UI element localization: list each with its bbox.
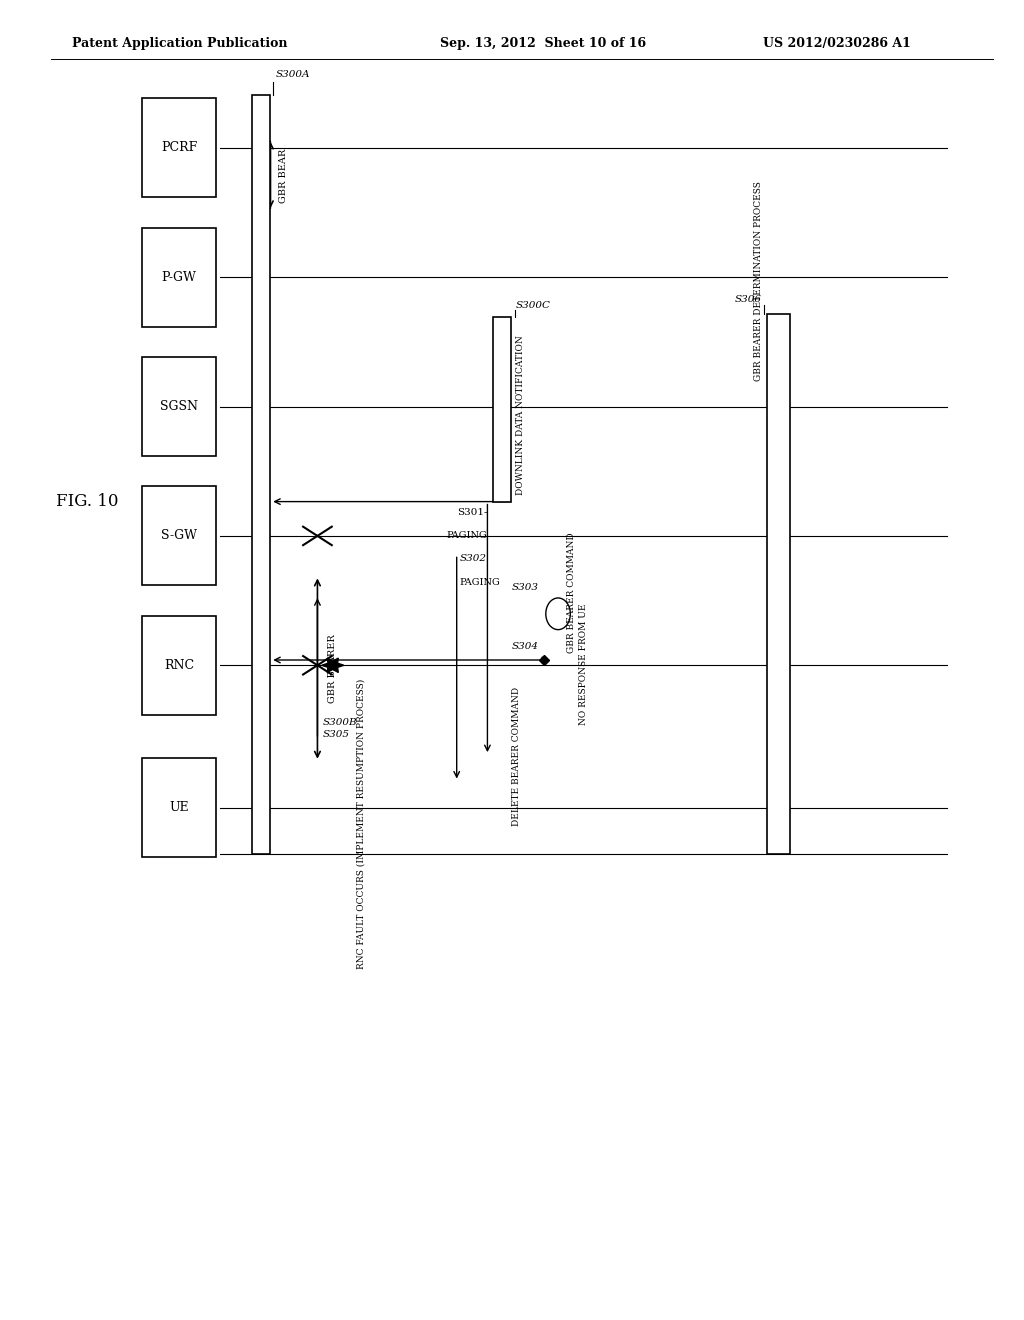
Text: GBR BEARER RELEASE PROCEDURE: GBR BEARER RELEASE PROCEDURE	[774, 496, 782, 672]
Text: S-GW: S-GW	[161, 529, 198, 543]
FancyBboxPatch shape	[142, 615, 216, 715]
Text: P-GW: P-GW	[162, 271, 197, 284]
FancyBboxPatch shape	[142, 358, 216, 457]
Text: S300B: S300B	[323, 718, 357, 727]
FancyBboxPatch shape	[493, 317, 511, 502]
Text: Patent Application Publication: Patent Application Publication	[72, 37, 287, 50]
Text: GBR BEARER: GBR BEARER	[328, 634, 337, 704]
Text: S306: S306	[735, 294, 762, 304]
Text: GBR BEARER DETERMINATION PROCESS: GBR BEARER DETERMINATION PROCESS	[755, 181, 763, 381]
FancyBboxPatch shape	[142, 227, 216, 326]
Text: FIG. 10: FIG. 10	[56, 494, 119, 510]
Text: GBR BEAR SETTING PROCESS: GBR BEAR SETTING PROCESS	[257, 396, 265, 553]
Text: SGSN: SGSN	[160, 400, 199, 413]
Text: S301-: S301-	[457, 508, 487, 517]
Text: DOWNLINK DATA NOTIFICATION: DOWNLINK DATA NOTIFICATION	[516, 335, 525, 495]
Text: NO RESPONSE FROM UE: NO RESPONSE FROM UE	[579, 603, 588, 725]
Text: RNC FAULT OCCURS (IMPLEMENT RESUMPTION PROCESS): RNC FAULT OCCURS (IMPLEMENT RESUMPTION P…	[356, 678, 366, 969]
FancyBboxPatch shape	[767, 314, 790, 854]
Text: S302: S302	[460, 554, 486, 564]
Text: S303: S303	[512, 583, 539, 593]
Text: PROCESS A OR B: PROCESS A OR B	[498, 368, 506, 450]
Text: S300C: S300C	[516, 301, 551, 310]
FancyBboxPatch shape	[142, 487, 216, 586]
Text: S300A: S300A	[275, 70, 310, 79]
Text: PAGING: PAGING	[460, 578, 501, 587]
Text: GBR BEARER COMMAND: GBR BEARER COMMAND	[567, 533, 577, 653]
Text: DELETE BEARER COMMAND: DELETE BEARER COMMAND	[512, 686, 521, 825]
Text: PAGING: PAGING	[446, 531, 487, 540]
Text: Sep. 13, 2012  Sheet 10 of 16: Sep. 13, 2012 Sheet 10 of 16	[440, 37, 646, 50]
Text: UE: UE	[169, 801, 189, 814]
Text: S304: S304	[512, 643, 539, 652]
Polygon shape	[322, 659, 344, 672]
Text: PCRF: PCRF	[161, 141, 198, 154]
Text: RNC: RNC	[164, 659, 195, 672]
FancyBboxPatch shape	[142, 758, 216, 858]
Text: US 2012/0230286 A1: US 2012/0230286 A1	[763, 37, 910, 50]
Text: S305: S305	[323, 730, 349, 739]
FancyBboxPatch shape	[142, 98, 216, 197]
Text: GBR BEAR: GBR BEAR	[279, 148, 288, 203]
FancyBboxPatch shape	[252, 95, 270, 854]
